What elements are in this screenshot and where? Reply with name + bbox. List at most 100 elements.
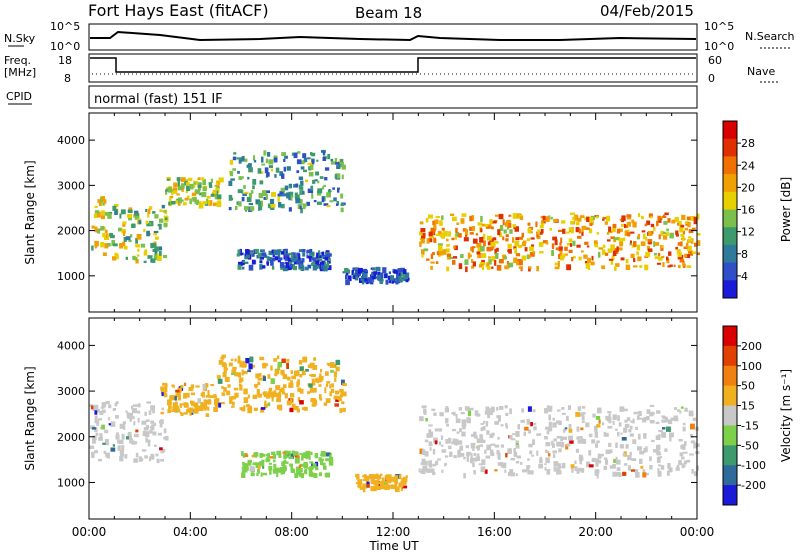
data-cell [471, 215, 475, 221]
data-cell [194, 405, 199, 412]
data-cell [318, 252, 321, 256]
data-cell [397, 268, 402, 272]
data-cell [322, 151, 326, 156]
data-cell [689, 434, 694, 438]
data-cell [685, 242, 689, 248]
freq-tick-top: 18 [58, 54, 72, 67]
data-cell [454, 245, 458, 251]
data-cell [108, 423, 111, 426]
data-cell [388, 474, 392, 478]
data-cell [265, 158, 268, 164]
data-cell [95, 228, 100, 233]
data-cell [302, 153, 307, 159]
data-cell [553, 219, 558, 223]
data-cell [159, 447, 163, 451]
data-cell [502, 236, 505, 241]
data-cell [268, 466, 273, 471]
data-cell [282, 466, 287, 471]
data-cell [116, 401, 119, 405]
data-cell [208, 200, 213, 206]
data-cell [288, 261, 292, 266]
data-cell [531, 244, 534, 248]
data-cell [312, 365, 318, 370]
data-cell [329, 454, 332, 458]
data-cell [644, 223, 648, 227]
data-cell [323, 203, 329, 206]
data-cell [496, 407, 499, 411]
data-cell [496, 450, 500, 455]
data-cell [673, 415, 678, 419]
data-cell [486, 235, 492, 241]
data-cell [296, 381, 300, 388]
data-cell [296, 159, 302, 165]
data-cell [646, 220, 651, 225]
data-cell [295, 183, 299, 188]
data-cell [487, 412, 491, 419]
data-cell [263, 197, 267, 200]
data-cell [314, 378, 317, 383]
data-cell [147, 255, 153, 259]
data-cell [161, 392, 164, 397]
x-tick-label: 00:00 [72, 525, 107, 539]
data-cell [376, 274, 381, 281]
data-cell [283, 462, 286, 468]
data-cell [667, 265, 671, 268]
data-cell [271, 451, 276, 455]
data-cell [658, 256, 663, 261]
data-cell [267, 391, 271, 395]
data-cell [471, 265, 475, 269]
data-cell [515, 253, 521, 257]
freq-tick-bottom: 8 [64, 72, 71, 85]
data-cell [194, 199, 200, 204]
data-cell [574, 460, 577, 465]
data-cell [591, 255, 594, 261]
data-cell [270, 205, 275, 210]
data-cell [314, 179, 318, 182]
data-cell [308, 455, 311, 460]
data-cell [648, 248, 653, 252]
data-cell [419, 233, 423, 236]
data-cell [172, 384, 175, 388]
data-cell [532, 409, 536, 413]
data-cell [335, 173, 341, 179]
data-cell [675, 230, 679, 235]
data-cell [242, 193, 247, 196]
data-cell [544, 463, 547, 466]
colorbar-segment [723, 385, 737, 407]
data-cell [494, 260, 497, 266]
data-cell [304, 266, 309, 271]
colorbar-tick-label: 20 [741, 181, 755, 194]
data-cell [124, 454, 128, 459]
data-cell [669, 232, 674, 239]
data-cell [686, 216, 691, 221]
data-cell [217, 182, 221, 185]
data-cell [496, 264, 502, 271]
data-cell [154, 251, 158, 257]
data-cell [539, 231, 543, 235]
data-cell [324, 177, 328, 181]
data-cell [657, 215, 661, 221]
data-cell [396, 275, 401, 281]
data-cell [684, 441, 687, 446]
data-cell [405, 475, 408, 478]
data-cell [260, 200, 263, 207]
data-cell [596, 424, 601, 428]
data-cell [316, 159, 319, 162]
data-cell [126, 436, 129, 440]
data-cell [105, 452, 110, 458]
data-cell [205, 413, 210, 417]
data-cell [601, 249, 606, 255]
data-cell [467, 255, 471, 259]
data-cell [588, 228, 593, 234]
data-cell [546, 430, 550, 435]
colorbar-segment [723, 405, 737, 426]
data-cell [110, 447, 116, 452]
data-cell [685, 254, 690, 258]
data-cell [594, 471, 598, 476]
data-cell [394, 483, 398, 487]
data-cell [494, 444, 500, 448]
data-cell [316, 201, 322, 205]
data-cell [545, 449, 548, 453]
data-cell [202, 201, 207, 205]
data-cell [399, 270, 402, 277]
